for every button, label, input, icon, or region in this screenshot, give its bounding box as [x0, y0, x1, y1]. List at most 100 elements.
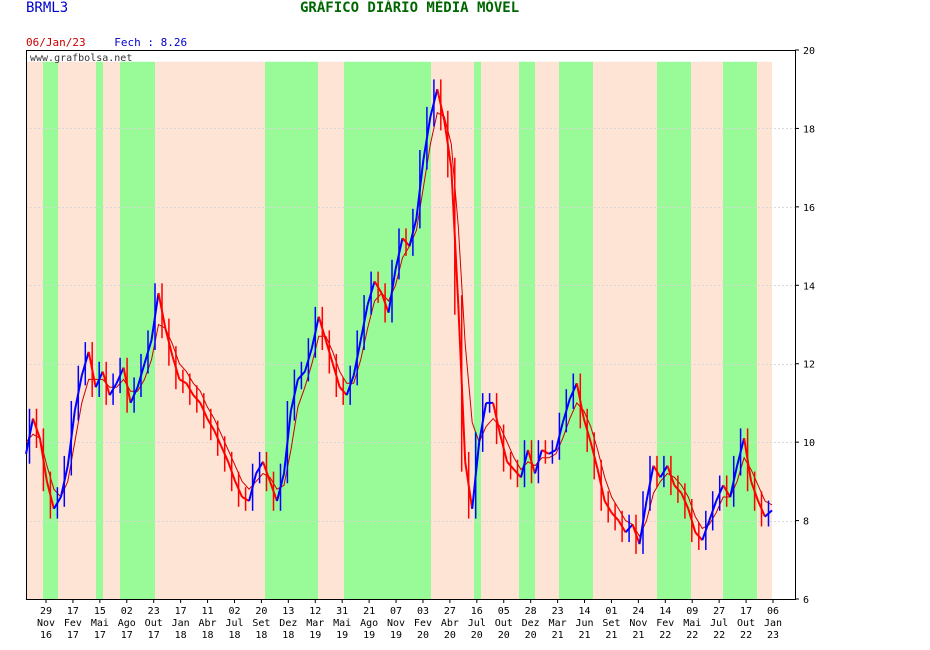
regime-band-down [26, 61, 43, 600]
regime-band-up [723, 61, 757, 600]
x-tick-label: Abr [199, 618, 217, 629]
x-tick-label: Jul [710, 618, 728, 629]
y-tick-label: 8 [803, 517, 809, 528]
x-tick-label: Ago [360, 618, 378, 629]
x-tick-label: 19 [336, 630, 348, 641]
x-tick-label: 22 [659, 630, 671, 641]
x-tick-label: 09 [686, 606, 698, 617]
y-tick-label: 6 [803, 595, 809, 606]
x-tick-label: Mai [333, 618, 351, 629]
x-tick-label: 18 [202, 630, 214, 641]
x-tick-label: 12 [309, 606, 321, 617]
regime-band-down [535, 61, 559, 600]
x-tick-label: 29 [40, 606, 52, 617]
x-tick-label: Fev [656, 618, 674, 629]
regime-band-up [657, 61, 691, 600]
regime-band-down [58, 61, 96, 600]
x-tick-label: Set [252, 618, 270, 629]
x-tick-label: 21 [363, 606, 375, 617]
y-axis: 6 8 10 12 14 16 18 20 [795, 46, 815, 606]
x-tick-label: Jul [225, 618, 243, 629]
x-tick-label: Mar [549, 618, 567, 629]
x-tick-label: 16 [471, 606, 483, 617]
x-tick-label: Fev [64, 618, 82, 629]
x-tick-label: 14 [659, 606, 671, 617]
x-tick-label: Jan [764, 618, 782, 629]
price-series [25, 79, 773, 554]
x-tick-label: 23 [767, 630, 779, 641]
x-tick-label: 20 [255, 606, 267, 617]
x-tick-label: 19 [363, 630, 375, 641]
x-tick-label: Abr [441, 618, 459, 629]
x-tick-label: 03 [417, 606, 429, 617]
x-tick-label: 31 [336, 606, 348, 617]
x-tick-label: 27 [444, 606, 456, 617]
watermark-text: www.grafbolsa.net [30, 53, 132, 64]
regime-band-up [474, 61, 481, 600]
regime-band-up [265, 61, 318, 600]
regime-band-down [103, 61, 120, 600]
x-tick-label: 11 [202, 606, 214, 617]
regime-band-up [559, 61, 593, 600]
close-price-label: Fech : 8.26 [114, 36, 188, 49]
x-tick-label: Set [602, 618, 620, 629]
x-tick-label: 17 [67, 630, 79, 641]
chart-title: GRÁFICO DIÁRIO MÉDIA MÓVEL [300, 0, 520, 16]
x-tick-label: Jan [172, 618, 190, 629]
x-tick-label: 23 [552, 606, 564, 617]
regime-band-up [344, 61, 431, 600]
x-tick-label: Out [145, 618, 163, 629]
y-tick-label: 16 [803, 203, 815, 214]
x-tick-label: Jul [468, 618, 486, 629]
x-tick-label: 18 [228, 630, 240, 641]
regime-band-up [120, 61, 155, 600]
x-tick-label: 16 [40, 630, 52, 641]
regime-band-down [155, 61, 265, 600]
x-tick-label: 17 [94, 630, 106, 641]
x-tick-label: 17 [67, 606, 79, 617]
x-tick-label: 01 [605, 606, 617, 617]
y-tick-label: 12 [803, 360, 815, 371]
x-tick-label: 19 [390, 630, 402, 641]
regime-band-down [757, 61, 772, 600]
x-tick-label: 23 [148, 606, 160, 617]
y-tick-label: 18 [803, 124, 815, 135]
x-tick-label: Out [737, 618, 755, 629]
x-tick-label: 24 [632, 606, 644, 617]
x-tick-label: 07 [390, 606, 402, 617]
regime-band-up [96, 61, 103, 600]
x-tick-label: 05 [498, 606, 510, 617]
regime-band-up [519, 61, 535, 600]
x-tick-label: 27 [713, 606, 725, 617]
x-tick-label: 17 [175, 606, 187, 617]
x-tick-label: 28 [525, 606, 537, 617]
x-tick-label: 02 [228, 606, 240, 617]
x-tick-label: Mar [306, 618, 324, 629]
x-axis: 29Nov1617Fev1715Mai1702Ago1723Out1717Jan… [37, 599, 782, 641]
x-tick-label: 15 [94, 606, 106, 617]
x-tick-label: 17 [148, 630, 160, 641]
regime-bands [26, 61, 772, 600]
x-tick-label: 21 [605, 630, 617, 641]
regime-band-down [593, 61, 657, 600]
x-tick-label: 18 [175, 630, 187, 641]
x-tick-label: 20 [471, 630, 483, 641]
chart-info: 06/Jan/23 Fech : 8.26 [26, 36, 187, 49]
x-tick-label: Dez [522, 618, 540, 629]
x-tick-label: 17 [740, 606, 752, 617]
regime-band-down [431, 61, 474, 600]
x-tick-label: Dez [279, 618, 297, 629]
x-tick-label: 14 [578, 606, 590, 617]
x-tick-label: Nov [37, 618, 55, 629]
x-tick-label: Mai [91, 618, 109, 629]
x-tick-label: Nov [629, 618, 647, 629]
x-tick-label: Ago [118, 618, 136, 629]
x-tick-label: Nov [387, 618, 405, 629]
y-tick-label: 20 [803, 46, 815, 57]
x-tick-label: 20 [525, 630, 537, 641]
x-tick-label: Mai [683, 618, 701, 629]
y-tick-label: 10 [803, 438, 815, 449]
x-tick-label: 20 [498, 630, 510, 641]
x-tick-label: Out [495, 618, 513, 629]
